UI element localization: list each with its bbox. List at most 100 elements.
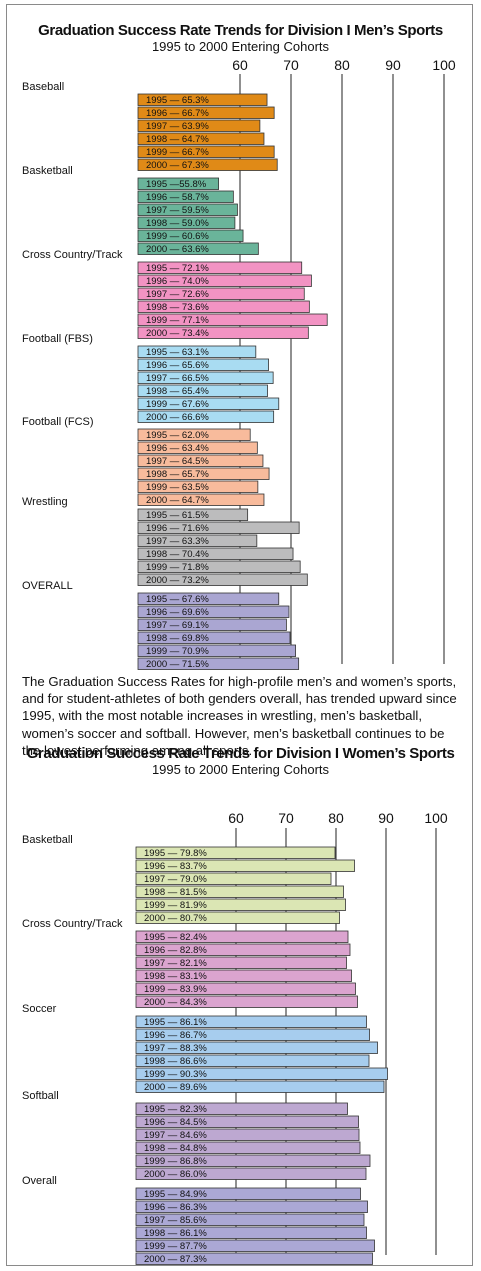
men-bar-label: 1997 — 69.1% xyxy=(146,620,209,631)
women-bar xyxy=(135,898,346,911)
women-bar xyxy=(135,1054,370,1067)
women-bar-label: 1995 — 82.3% xyxy=(144,1104,207,1115)
men-bar-label: 2000 — 64.7% xyxy=(146,495,209,506)
men-bar xyxy=(137,261,303,274)
men-bar xyxy=(137,573,308,586)
men-bar-label: 1999 — 66.7% xyxy=(146,147,209,158)
men-bar-label: 1996 — 69.6% xyxy=(146,607,209,618)
men-tick-label: 60 xyxy=(232,57,248,73)
men-bar-label: 1999 — 60.6% xyxy=(146,231,209,242)
men-bar xyxy=(137,177,219,190)
men-bar-label: 2000 — 63.6% xyxy=(146,244,209,255)
men-bar-label: 1999 — 67.6% xyxy=(146,399,209,410)
women-bar-label: 1997 — 85.6% xyxy=(144,1215,207,1226)
men-bar-label: 1995 —55.8% xyxy=(146,179,207,190)
men-bar-label: 1997 — 63.3% xyxy=(146,536,209,547)
women-chart-subtitle: 1995 to 2000 Entering Cohorts xyxy=(151,762,330,777)
men-bar xyxy=(137,190,234,203)
men-bar-label: 1998 — 69.8% xyxy=(146,633,209,644)
women-bar-label: 2000 — 86.0% xyxy=(144,1169,207,1180)
women-bar-label: 1996 — 83.7% xyxy=(144,861,207,872)
men-bar xyxy=(137,428,251,441)
women-bar xyxy=(135,1187,361,1200)
men-bar-label: 1997 — 64.5% xyxy=(146,456,209,467)
women-bar-label: 1996 — 86.7% xyxy=(144,1030,207,1041)
men-bar xyxy=(137,467,270,480)
women-bar-label: 1999 — 90.3% xyxy=(144,1069,207,1080)
men-bar xyxy=(137,274,312,287)
men-bar xyxy=(137,493,265,506)
women-bar-label: 1999 — 86.8% xyxy=(144,1156,207,1167)
men-bar-label: 1995 — 63.1% xyxy=(146,347,209,358)
men-bar xyxy=(137,480,259,493)
men-tick-label: 70 xyxy=(283,57,299,73)
men-bar-label: 2000 — 71.5% xyxy=(146,659,209,670)
figure-frame xyxy=(6,4,473,1266)
men-bar xyxy=(137,384,268,397)
men-bar xyxy=(137,397,280,410)
men-bar xyxy=(137,158,278,171)
men-bar-label: 1999 — 70.9% xyxy=(146,646,209,657)
women-bar-label: 1995 — 79.8% xyxy=(144,848,207,859)
men-tick-label: 100 xyxy=(432,57,456,73)
women-bar xyxy=(135,1200,368,1213)
women-bar xyxy=(135,859,355,872)
men-bar xyxy=(137,326,309,339)
women-bar xyxy=(135,846,336,859)
women-bar-label: 2000 — 80.7% xyxy=(144,913,207,924)
men-chart-subtitle: 1995 to 2000 Entering Cohorts xyxy=(151,39,330,54)
women-bar xyxy=(135,1213,365,1226)
women-bar xyxy=(135,943,351,956)
women-tick-label: 90 xyxy=(378,810,394,826)
women-group-label: Basketball xyxy=(22,834,73,846)
women-bar xyxy=(135,1015,367,1028)
women-tick-label: 70 xyxy=(278,810,294,826)
men-group-label: Football (FBS) xyxy=(22,333,93,345)
men-bar xyxy=(137,229,244,242)
men-bar xyxy=(137,242,259,255)
men-bar xyxy=(137,508,249,521)
women-bar xyxy=(135,885,344,898)
men-bar xyxy=(137,313,328,326)
men-bar xyxy=(137,560,301,573)
men-bar-label: 1995 — 72.1% xyxy=(146,263,209,274)
men-group-label: Basketball xyxy=(22,165,73,177)
women-bar xyxy=(135,1080,385,1093)
women-bar-label: 1996 — 84.5% xyxy=(144,1117,207,1128)
men-bar xyxy=(137,371,274,384)
men-group-label: Football (FCS) xyxy=(22,416,94,428)
women-group-label: Softball xyxy=(22,1090,59,1102)
women-bar-label: 1999 — 83.9% xyxy=(144,984,207,995)
men-bar xyxy=(137,644,296,657)
women-group-label: Cross Country/Track xyxy=(22,918,123,930)
men-bar-label: 1995 — 67.6% xyxy=(146,594,209,605)
men-bar xyxy=(137,592,280,605)
women-bar-label: 1996 — 86.3% xyxy=(144,1202,207,1213)
men-bar-label: 1995 — 62.0% xyxy=(146,430,209,441)
men-bar-label: 1998 — 70.4% xyxy=(146,549,209,560)
men-bar-label: 2000 — 73.4% xyxy=(146,328,209,339)
men-bar xyxy=(137,534,258,547)
women-bar-label: 2000 — 89.6% xyxy=(144,1082,207,1093)
women-group-label: Soccer xyxy=(22,1003,57,1015)
men-bar-label: 2000 — 66.6% xyxy=(146,412,209,423)
women-bar-label: 1997 — 82.1% xyxy=(144,958,207,969)
women-tick-label: 60 xyxy=(228,810,244,826)
men-bar xyxy=(137,145,275,158)
women-bar-label: 2000 — 84.3% xyxy=(144,997,207,1008)
men-group-label: OVERALL xyxy=(22,580,73,592)
summary-paragraph: The Graduation Success Rates for high-pr… xyxy=(22,674,457,758)
men-bar-label: 1997 — 63.9% xyxy=(146,121,209,132)
men-bar-label: 1998 — 65.4% xyxy=(146,386,209,397)
women-bar-label: 2000 — 87.3% xyxy=(144,1254,207,1265)
men-tick-label: 90 xyxy=(385,57,401,73)
women-bar-label: 1997 — 84.6% xyxy=(144,1130,207,1141)
men-bar-label: 1999 — 71.8% xyxy=(146,562,209,573)
women-bar xyxy=(135,1239,375,1252)
women-bar xyxy=(135,982,356,995)
men-bar-label: 1997 — 59.5% xyxy=(146,205,209,216)
women-bar-label: 1998 — 81.5% xyxy=(144,887,207,898)
men-bar-label: 1996 — 65.6% xyxy=(146,360,209,371)
women-bar xyxy=(135,930,349,943)
